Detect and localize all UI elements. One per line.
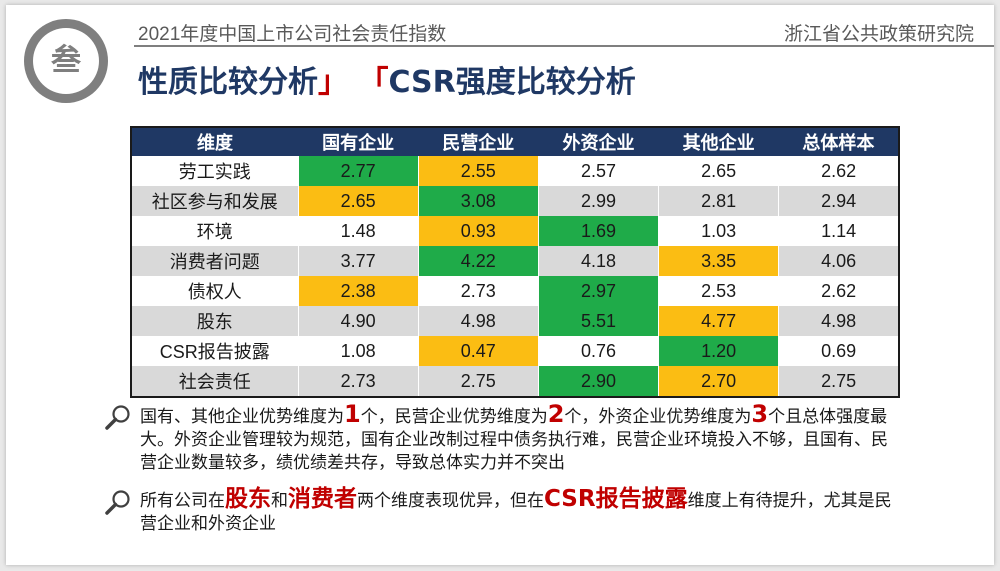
score-cell: 2.75: [778, 366, 900, 397]
score-cell: 4.77: [658, 306, 780, 336]
report-title: 2021年度中国上市公司社会责任指数: [138, 24, 447, 45]
score-cell: 2.55: [418, 156, 539, 186]
note-text: 所有公司在: [140, 491, 225, 511]
dimension-cell: 社区参与和发展: [131, 186, 299, 216]
score-cell: 2.62: [778, 276, 900, 306]
score-cell: 2.77: [298, 156, 419, 186]
header-cell: 外资企业: [538, 127, 659, 156]
note-1-text: 国有、其他企业优势维度为1个，民营企业优势维度为2个，外资企业优势维度为3个且总…: [140, 400, 902, 475]
dimension-cell: 社会责任: [131, 366, 299, 397]
header-cell: 维度: [131, 127, 298, 156]
dimension-cell: 消费者问题: [131, 246, 299, 276]
score-cell: 1.48: [298, 216, 419, 246]
score-cell: 2.94: [778, 186, 900, 216]
score-cell: 1.20: [658, 336, 780, 366]
institute-name: 浙江省公共政策研究院: [783, 24, 974, 45]
emphasis-word: 消费者: [288, 486, 357, 512]
table-row: 消费者问题 3.77 4.22 4.18 3.35 4.06: [131, 246, 900, 276]
table-row: CSR报告披露 1.08 0.47 0.76 1.20 0.69: [131, 336, 900, 366]
table-row: 环境 1.48 0.93 1.69 1.03 1.14: [131, 216, 900, 246]
table-row: 社会责任 2.73 2.75 2.90 2.70 2.75: [131, 366, 900, 397]
score-cell: 2.99: [538, 186, 660, 216]
score-cell: 1.08: [298, 336, 419, 366]
dimension-cell: CSR报告披露: [131, 336, 299, 366]
title-bracket-close: 」: [318, 65, 348, 100]
score-cell: 5.51: [538, 306, 660, 336]
score-cell: 2.65: [658, 156, 780, 186]
table-row: 劳工实践 2.77 2.55 2.57 2.65 2.62: [131, 156, 900, 186]
dimension-cell: 股东: [131, 306, 299, 336]
slide: 叁 2021年度中国上市公司社会责任指数 浙江省公共政策研究院 性质比较分析」 …: [6, 5, 994, 565]
score-cell: 2.90: [538, 366, 660, 397]
table-row: 社区参与和发展 2.65 3.08 2.99 2.81 2.94: [131, 186, 900, 216]
score-cell: 4.06: [778, 246, 900, 276]
magnifier-icon: [105, 405, 130, 430]
score-cell: 2.65: [298, 186, 419, 216]
dimension-cell: 劳工实践: [131, 156, 299, 186]
score-cell: 0.69: [778, 336, 900, 366]
score-cell: 1.03: [658, 216, 780, 246]
slide-title: 性质比较分析」 「CSR强度比较分析: [138, 57, 636, 101]
note-text: 个，民营企业优势维度为: [360, 407, 548, 427]
score-cell: 0.47: [418, 336, 539, 366]
title-part1: 性质比较分析: [138, 65, 318, 100]
score-cell: 4.22: [418, 246, 539, 276]
header-divider: [134, 45, 994, 47]
header-cell: 其他企业: [658, 127, 779, 156]
note-text: 两个维度表现优异，但在: [357, 491, 544, 511]
score-cell: 0.76: [538, 336, 660, 366]
table-body: 劳工实践 2.77 2.55 2.57 2.65 2.62 社区参与和发展 2.65 3.08 2…: [131, 156, 900, 397]
note-text: 个，外资企业优势维度为: [564, 407, 752, 427]
dimension-cell: 环境: [131, 216, 299, 246]
score-cell: 4.98: [418, 306, 539, 336]
score-cell: 2.38: [298, 276, 419, 306]
note-text: 个且总体强度最大。外资企业管理较为规范，国有企业改制过程中债务执行难，民营企业环…: [140, 407, 888, 473]
score-cell: 3.08: [418, 186, 539, 216]
section-badge-char: 叁: [33, 28, 99, 94]
score-cell: 2.75: [418, 366, 539, 397]
header-cell: 国有企业: [298, 127, 419, 156]
note-2: 所有公司在股东和消费者两个维度表现优异，但在CSR报告披露维度上有待提升，尤其是…: [102, 488, 902, 536]
table-row: 股东 4.90 4.98 5.51 4.77 4.98: [131, 306, 900, 336]
score-cell: 2.70: [658, 366, 780, 397]
title-part2: CSR强度比较分析: [388, 65, 636, 100]
csr-comparison-table: 维度 国有企业 民营企业 外资企业 其他企业 总体样本 劳工实践 2.77 2.55…: [130, 126, 900, 398]
magnifier-icon: [105, 490, 130, 515]
score-cell: 0.93: [418, 216, 539, 246]
score-cell: 4.98: [778, 306, 900, 336]
score-cell: 2.73: [298, 366, 419, 397]
score-cell: 1.69: [538, 216, 660, 246]
score-cell: 1.14: [778, 216, 900, 246]
score-cell: 2.57: [538, 156, 660, 186]
section-badge: 叁: [24, 19, 108, 103]
emphasis-word: 股东: [225, 486, 271, 512]
score-cell: 2.73: [418, 276, 539, 306]
note-text: 维度上有待提升，尤其是民营企业和外资企业: [140, 491, 892, 534]
score-cell: 4.18: [538, 246, 660, 276]
table-header-row: 维度 国有企业 民营企业 外资企业 其他企业 总体样本: [131, 127, 899, 156]
score-cell: 2.81: [658, 186, 780, 216]
note-1: 国有、其他企业优势维度为1个，民营企业优势维度为2个，外资企业优势维度为3个且总…: [102, 400, 902, 475]
table-row: 债权人 2.38 2.73 2.97 2.53 2.62: [131, 276, 900, 306]
emphasis-number: 2: [547, 400, 565, 428]
score-cell: 4.90: [298, 306, 419, 336]
dimension-cell: 债权人: [131, 276, 299, 306]
header-cell: 总体样本: [778, 127, 899, 156]
header-cell: 民营企业: [418, 127, 539, 156]
emphasis-number: 3: [751, 400, 769, 428]
emphasis-number: 1: [344, 400, 361, 428]
score-cell: 3.35: [658, 246, 780, 276]
note-2-text: 所有公司在股东和消费者两个维度表现优异，但在CSR报告披露维度上有待提升，尤其是…: [140, 488, 902, 536]
score-cell: 2.97: [538, 276, 660, 306]
title-bracket-open: 「: [358, 65, 389, 100]
score-cell: 3.77: [298, 246, 419, 276]
score-cell: 2.53: [658, 276, 780, 306]
note-text: 和: [271, 491, 288, 511]
score-cell: 2.62: [778, 156, 900, 186]
emphasis-word: CSR报告披露: [544, 486, 688, 512]
note-text: 国有、其他企业优势维度为: [140, 407, 344, 427]
